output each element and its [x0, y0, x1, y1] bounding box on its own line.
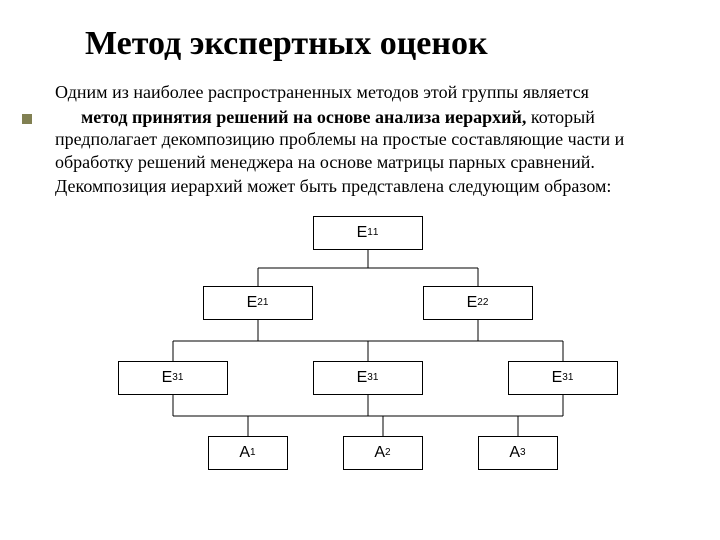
node-e11: E11 — [313, 216, 423, 250]
node-e32: E31 — [313, 361, 423, 395]
paragraph-2: Декомпозиция иерархий может быть предста… — [55, 175, 680, 198]
node-a3: A3 — [478, 436, 558, 470]
body-text: Одним из наиболее распространенных метод… — [55, 81, 680, 198]
node-e22: E22 — [423, 286, 533, 320]
p1-bold: метод принятия решений на основе анализа… — [81, 107, 531, 127]
node-e33: E31 — [508, 361, 618, 395]
slide: Метод экспертных оценок Одним из наиболе… — [0, 0, 720, 540]
node-a2: A2 — [343, 436, 423, 470]
node-e21: E21 — [203, 286, 313, 320]
paragraph-1: Одним из наиболее распространенных метод… — [55, 81, 680, 104]
title-bullet — [22, 114, 32, 124]
node-e31: E31 — [118, 361, 228, 395]
p1-lead: Одним из наиболее распространенных метод… — [55, 82, 589, 102]
node-a1: A1 — [208, 436, 288, 470]
slide-title: Метод экспертных оценок — [85, 25, 680, 63]
paragraph-1-cont: метод принятия решений на основе анализа… — [55, 106, 680, 174]
hierarchy-diagram: E11 E21 E22 E31 E31 E31 A1 A2 A3 — [88, 216, 648, 496]
